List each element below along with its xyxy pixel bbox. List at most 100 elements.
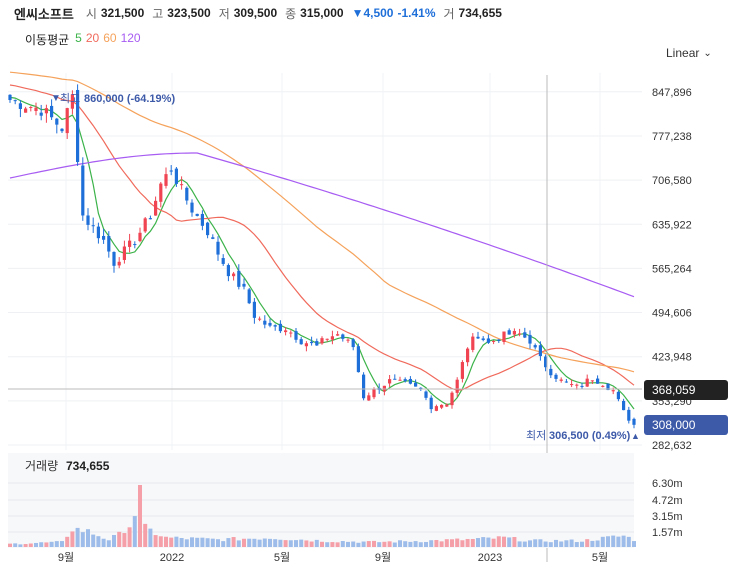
- volume-bar: [278, 539, 283, 547]
- candle-body: [336, 334, 340, 336]
- volume-bar: [444, 539, 449, 547]
- scale-selector[interactable]: Linear ⌄: [666, 46, 712, 60]
- volume-bar: [517, 541, 522, 547]
- candle-body: [102, 235, 106, 240]
- candle-body: [596, 378, 600, 384]
- moving-average-legend: 이동평균 5 20 60 120: [25, 31, 141, 48]
- volume-bar: [606, 536, 610, 547]
- candle-body: [138, 232, 142, 242]
- volume-bar: [8, 543, 12, 547]
- candle-body: [252, 301, 256, 318]
- candle-body: [481, 338, 485, 341]
- volume-bar: [554, 539, 558, 547]
- candle-body: [616, 391, 620, 400]
- volume-bar: [408, 541, 413, 547]
- candle-body: [570, 384, 574, 386]
- candle-body: [601, 385, 605, 387]
- candle-body: [211, 237, 215, 239]
- volume-tick-label: 1.57m: [652, 527, 683, 539]
- candle-body: [367, 395, 371, 401]
- volume-bar: [91, 534, 96, 547]
- candle-body: [122, 246, 126, 260]
- volume-bar: [54, 541, 59, 547]
- crosshair-price-tag: 368,059: [644, 380, 728, 400]
- candle-body: [424, 391, 428, 398]
- candle-body: [434, 406, 438, 411]
- candle-body: [538, 345, 542, 357]
- y-tick-label: 706,580: [652, 175, 692, 187]
- volume-bar: [403, 541, 408, 547]
- volume-bar: [60, 541, 64, 547]
- candle-body: [294, 331, 298, 340]
- candle-body: [50, 105, 54, 118]
- candle-body: [388, 379, 392, 384]
- x-tick-label: 9월: [58, 551, 74, 562]
- candle-body: [195, 213, 199, 216]
- volume-bar: [106, 540, 111, 547]
- volume-bar: [23, 544, 28, 547]
- volume-bar: [200, 537, 205, 547]
- volume-bar: [569, 539, 574, 547]
- volume-bar: [382, 541, 387, 547]
- low-value: 309,500: [233, 6, 278, 20]
- y-tick-label: 777,238: [652, 131, 692, 143]
- candle-body: [466, 348, 470, 363]
- volume-bar: [13, 543, 18, 547]
- ma-20[interactable]: 20: [85, 31, 100, 45]
- candle-body: [242, 283, 246, 287]
- volume-bar: [18, 544, 23, 547]
- volume-bar: [138, 485, 142, 547]
- volume-bar: [112, 534, 116, 547]
- volume-bar: [476, 538, 480, 547]
- candle-body: [564, 381, 568, 383]
- ma-5-line: [9, 96, 635, 410]
- candle-body: [533, 345, 537, 348]
- volume-bar: [496, 536, 501, 547]
- volume-bar: [621, 535, 626, 547]
- ma-20-line: [9, 84, 635, 391]
- ma-60[interactable]: 60: [103, 31, 117, 45]
- candle-body: [559, 379, 563, 381]
- candle-body: [232, 273, 236, 277]
- candle-body: [575, 384, 579, 386]
- candle-body: [440, 404, 444, 408]
- candle-body: [86, 215, 90, 225]
- ma-120[interactable]: 120: [120, 31, 141, 45]
- volume-bar: [590, 540, 595, 547]
- candle-body: [320, 338, 324, 344]
- volume-bar: [538, 539, 543, 547]
- volume-axis-ticks: 6.30m 4.72m 3.15m 1.57m: [652, 478, 683, 539]
- volume-bar: [351, 541, 356, 547]
- ma-5[interactable]: 5: [75, 31, 82, 45]
- candle-body: [445, 404, 449, 407]
- candle-body: [502, 331, 506, 343]
- volume-bar: [429, 540, 434, 547]
- volume-bar: [616, 536, 621, 547]
- volume-bar: [580, 541, 584, 547]
- candle-body: [128, 240, 132, 247]
- volume-bar: [325, 542, 330, 547]
- volume-bar: [273, 539, 278, 547]
- volume-bar: [491, 538, 496, 547]
- volume-bar: [486, 537, 491, 547]
- volume-bar: [512, 537, 517, 547]
- volume-bar: [101, 538, 106, 547]
- candle-body: [310, 341, 314, 344]
- candle-body: [544, 356, 548, 368]
- volume-bar: [80, 532, 85, 547]
- candle-body: [258, 318, 262, 320]
- ma-120-line: [9, 152, 635, 298]
- candle-body: [284, 330, 288, 333]
- candle-body: [497, 339, 501, 341]
- volume-bar: [372, 540, 376, 547]
- candle-body: [164, 174, 168, 186]
- candle-body: [185, 187, 189, 201]
- candle-body: [486, 338, 490, 343]
- min-marker-icon: ▲: [631, 431, 640, 441]
- candle-body: [356, 346, 360, 373]
- y-tick-label: 565,264: [652, 263, 692, 275]
- candle-body: [507, 330, 511, 335]
- max-value: 860,000 (-64.19%): [84, 93, 175, 105]
- volume-bar: [585, 539, 590, 547]
